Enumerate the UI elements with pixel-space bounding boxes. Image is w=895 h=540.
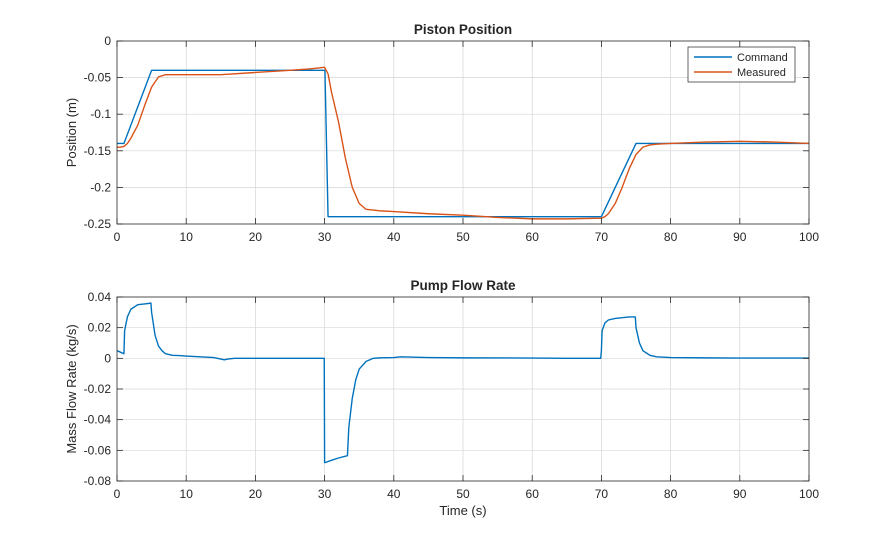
pump-flow-rate-x-tick-label: 70 [595,487,609,501]
pump-flow-rate-y-tick-label: -0.04 [84,413,112,427]
piston-position-x-tick-label: 10 [180,230,194,244]
legend-label-command: Command [737,52,788,64]
pump-flow-rate-x-tick-label: 20 [249,487,263,501]
pump-flow-rate-y-tick-label: 0 [104,351,111,365]
pump-flow-rate-y-axis-label: Mass Flow Rate (kg/s) [64,324,79,453]
pump-flow-rate-chart: 0 10 20 30 40 50 60 70 80 90 100 0.04 0.02 0 -0.02 -0.0… [64,278,819,518]
piston-position-x-tick-label: 40 [387,230,401,244]
piston-position-x-tick-label: 0 [114,230,121,244]
pump-flow-rate-y-tick-label: 0.04 [88,290,112,304]
piston-position-x-tick-label: 80 [664,230,678,244]
piston-position-x-tick-label: 30 [318,230,332,244]
legend-box [687,46,796,83]
pump-flow-rate-x-tick-label: 40 [387,487,401,501]
pump-flow-rate-grid [117,297,809,481]
pump-flow-rate-y-tick-label: 0.02 [88,321,112,335]
piston-position-y-tick-label: 0 [104,34,111,48]
pump-flow-rate-series [116,302,809,464]
piston-position-x-tick-label: 50 [456,230,470,244]
pump-flow-rate-x-tick-label: 30 [318,487,332,501]
pump-flow-rate-x-tick-label: 50 [456,487,470,501]
piston-position-y-tick-label: -0.15 [84,144,112,158]
piston-position-y-tick-label: -0.25 [84,217,112,231]
piston-position-ticks: 0 10 20 30 40 50 60 70 80 90 100 0 -0.05 -0.1 -0.15 -0.… [84,34,820,244]
pump-flow-rate-y-tick-label: -0.06 [84,443,112,457]
piston-position-x-tick-label: 70 [595,230,609,244]
piston-position-x-tick-label: 60 [526,230,540,244]
piston-position-y-tick-label: -0.05 [84,71,112,85]
pump-flow-rate-ticks: 0 10 20 30 40 50 60 70 80 90 100 0.04 0.02 0 -0.02 -0.0… [84,290,820,501]
legend-label-measured: Measured [737,67,786,79]
pump-flow-rate-x-tick-label: 100 [799,487,819,501]
piston-position-y-axis-label: Position (m) [64,98,79,167]
piston-position-x-tick-label: 100 [799,230,819,244]
pump-flow-rate-y-tick-label: -0.08 [84,474,112,488]
pump-flow-rate-title: Pump Flow Rate [410,278,515,293]
pump-flow-rate-x-tick-label: 10 [180,487,194,501]
piston-position-series [117,66,810,220]
piston-position-command-line [117,69,809,218]
pump-flow-rate-x-tick-label: 80 [664,487,678,501]
pump-flow-rate-x-tick-label: 60 [526,487,540,501]
piston-position-chart: 0 10 20 30 40 50 60 70 80 90 100 0 -0.05 -0.1 -0.15 -0.… [64,22,819,244]
piston-position-x-tick-label: 90 [733,230,747,244]
piston-position-y-tick-label: -0.1 [90,107,111,121]
pump-flow-rate-series-0-line [116,302,809,464]
pump-flow-rate-y-tick-label: -0.02 [84,382,112,396]
piston-position-y-tick-label: -0.2 [90,180,111,194]
time-x-axis-label: Time (s) [439,503,486,518]
piston-position-x-tick-label: 20 [249,230,263,244]
piston-position-measured-line [117,66,810,220]
piston-position-title: Piston Position [414,22,512,37]
legend: Command Measured [687,46,796,83]
pump-flow-rate-x-tick-label: 90 [733,487,747,501]
pump-flow-rate-x-tick-label: 0 [114,487,121,501]
